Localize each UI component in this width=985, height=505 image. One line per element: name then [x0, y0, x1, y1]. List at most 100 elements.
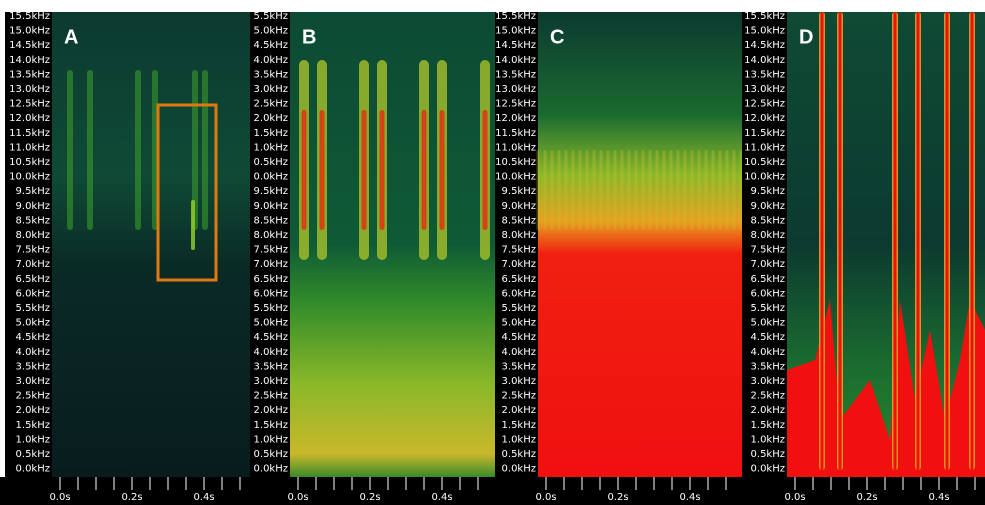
- spectral-streak: [662, 150, 666, 230]
- spectral-streak: [67, 70, 73, 230]
- spectral-streak: [192, 70, 198, 230]
- freq-tick-label: 5.5kHz: [254, 11, 288, 22]
- freq-tick-label: 6.5kHz: [502, 274, 536, 285]
- time-tick-label: 0.2s: [607, 492, 628, 503]
- freq-tick-label: 0.0kHz: [254, 464, 288, 475]
- freq-tick-label: 4.5kHz: [16, 332, 50, 343]
- spectral-streak: [627, 150, 631, 230]
- freq-tick-label: 0.5kHz: [254, 157, 288, 168]
- freq-axis: [5, 12, 52, 477]
- freq-tick-label: 14.0kHz: [495, 55, 536, 66]
- freq-tick-label: 8.5kHz: [16, 215, 50, 226]
- freq-tick-label: 4.0kHz: [502, 347, 536, 358]
- freq-tick-label: 2.5kHz: [16, 391, 50, 402]
- freq-tick-label: 14.5kHz: [744, 40, 785, 51]
- spectral-streak: [592, 150, 596, 230]
- spectral-streak: [945, 12, 949, 470]
- freq-tick-label: 15.0kHz: [9, 26, 50, 37]
- freq-tick-label: 5.5kHz: [254, 303, 288, 314]
- freq-tick-label: 12.5kHz: [9, 99, 50, 110]
- freq-tick-label: 4.5kHz: [751, 332, 785, 343]
- freq-tick-label: 1.5kHz: [254, 420, 288, 431]
- time-tick-label: 0.0s: [535, 492, 556, 503]
- freq-tick-label: 5.0kHz: [751, 318, 785, 329]
- time-tick-label: 0.0s: [287, 492, 308, 503]
- freq-tick-label: 6.0kHz: [751, 288, 785, 299]
- freq-tick-label: 11.5kHz: [495, 128, 536, 139]
- spectral-streak: [634, 150, 638, 230]
- freq-tick-label: 3.5kHz: [254, 69, 288, 80]
- freq-tick-label: 3.0kHz: [16, 376, 50, 387]
- freq-tick-label: 9.0kHz: [16, 201, 50, 212]
- freq-axis: [742, 12, 787, 477]
- spectral-streak: [725, 150, 729, 230]
- freq-tick-label: 4.5kHz: [502, 332, 536, 343]
- freq-tick-label: 2.0kHz: [16, 405, 50, 416]
- freq-tick-label: 1.0kHz: [751, 434, 785, 445]
- freq-tick-label: 10.5kHz: [495, 157, 536, 168]
- freq-tick-label: 15.5kHz: [495, 11, 536, 22]
- freq-tick-label: 10.5kHz: [9, 157, 50, 168]
- freq-tick-label: 1.0kHz: [254, 434, 288, 445]
- time-tick-label: 0.4s: [928, 492, 949, 503]
- spectral-streak: [557, 150, 561, 230]
- spectral-streak: [683, 150, 687, 230]
- freq-tick-label: 0.0kHz: [254, 172, 288, 183]
- spectral-streak: [301, 110, 307, 230]
- freq-tick-label: 6.5kHz: [751, 274, 785, 285]
- spectral-streak: [732, 150, 736, 230]
- time-tick-label: 0.2s: [359, 492, 380, 503]
- spectral-streak: [648, 150, 652, 230]
- spectral-streak: [319, 110, 325, 230]
- freq-tick-label: 4.5kHz: [254, 332, 288, 343]
- spectral-streak: [578, 150, 582, 230]
- spectral-streak: [421, 110, 427, 230]
- freq-tick-label: 0.5kHz: [16, 449, 50, 460]
- freq-tick-label: 2.5kHz: [254, 99, 288, 110]
- freq-tick-label: 6.5kHz: [254, 274, 288, 285]
- freq-tick-label: 8.5kHz: [751, 215, 785, 226]
- freq-tick-label: 10.0kHz: [495, 172, 536, 183]
- spectral-streak: [718, 150, 722, 230]
- freq-tick-label: 14.5kHz: [9, 40, 50, 51]
- freq-tick-label: 2.0kHz: [254, 113, 288, 124]
- panel-letter: A: [64, 26, 78, 48]
- panels: 15.5kHz 15.0kHz 14.5kHz 14.0kHz 13.5kHz 13.0k…: [5, 11, 985, 503]
- freq-tick-label: 5.5kHz: [751, 303, 785, 314]
- spectral-streak: [697, 150, 701, 230]
- spectral-streak: [550, 150, 554, 230]
- spectral-streak: [613, 150, 617, 230]
- spectral-streak: [704, 150, 708, 230]
- freq-tick-label: 13.5kHz: [744, 69, 785, 80]
- freq-tick-label: 13.0kHz: [9, 84, 50, 95]
- spectral-streak: [739, 150, 743, 230]
- spectral-streak: [669, 150, 673, 230]
- freq-tick-label: 13.5kHz: [9, 69, 50, 80]
- spectral-streak: [202, 70, 208, 230]
- spectral-streak: [87, 70, 93, 230]
- freq-tick-label: 0.0kHz: [751, 464, 785, 475]
- freq-tick-label: 5.5kHz: [16, 303, 50, 314]
- freq-tick-label: 12.0kHz: [9, 113, 50, 124]
- freq-axis: [250, 12, 290, 477]
- freq-tick-label: 8.0kHz: [751, 230, 785, 241]
- freq-tick-label: 5.0kHz: [254, 318, 288, 329]
- freq-tick-label: 1.5kHz: [254, 128, 288, 139]
- freq-tick-label: 5.0kHz: [502, 318, 536, 329]
- freq-tick-label: 4.5kHz: [254, 40, 288, 51]
- freq-tick-label: 6.5kHz: [16, 274, 50, 285]
- freq-tick-label: 9.0kHz: [254, 201, 288, 212]
- freq-tick-label: 12.5kHz: [495, 99, 536, 110]
- freq-tick-label: 12.0kHz: [744, 113, 785, 124]
- spectral-streak: [838, 12, 842, 470]
- freq-tick-label: 8.5kHz: [254, 215, 288, 226]
- freq-tick-label: 3.0kHz: [254, 376, 288, 387]
- spectral-streak: [620, 150, 624, 230]
- freq-tick-label: 0.0kHz: [502, 464, 536, 475]
- freq-tick-label: 5.0kHz: [254, 26, 288, 37]
- freq-tick-label: 12.0kHz: [495, 113, 536, 124]
- freq-tick-label: 7.0kHz: [254, 259, 288, 270]
- freq-tick-label: 0.0kHz: [16, 464, 50, 475]
- spectral-streak: [439, 110, 445, 230]
